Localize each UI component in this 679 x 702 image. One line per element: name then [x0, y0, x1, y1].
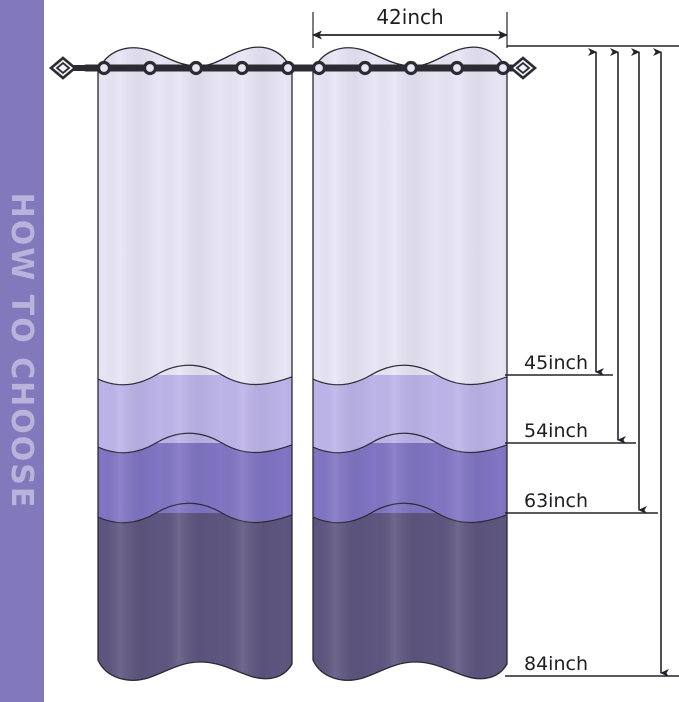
rod-finial-right-icon [500, 56, 538, 80]
width-label: 42inch [376, 5, 443, 29]
right-curtain-panel [312, 46, 508, 681]
right-panel-folds [313, 47, 507, 681]
length-dimension-63: 63inch [505, 48, 658, 514]
length-dimension-45: 45inch [505, 48, 613, 376]
left-panel-folds [98, 47, 292, 681]
length-dimension-84: 84inch [505, 48, 679, 677]
length-54-label: 54inch [524, 420, 588, 442]
left-curtain-panel [97, 46, 293, 681]
length-84-label: 84inch [524, 653, 588, 675]
curtain-rod [48, 56, 538, 80]
right-panel-outline [312, 46, 508, 681]
width-dimension: 42inch [312, 5, 508, 48]
right-panel-grommets [311, 60, 511, 76]
left-panel-outline [97, 46, 293, 681]
length-dimension-54: 54inch [505, 48, 636, 444]
rod-finial-left-icon [48, 56, 92, 80]
length-63-label: 63inch [524, 490, 588, 512]
length-45-label: 45inch [524, 352, 588, 374]
left-panel-grommets [96, 60, 296, 76]
how-to-choose-banner: HOW TO CHOOSE [0, 0, 44, 702]
